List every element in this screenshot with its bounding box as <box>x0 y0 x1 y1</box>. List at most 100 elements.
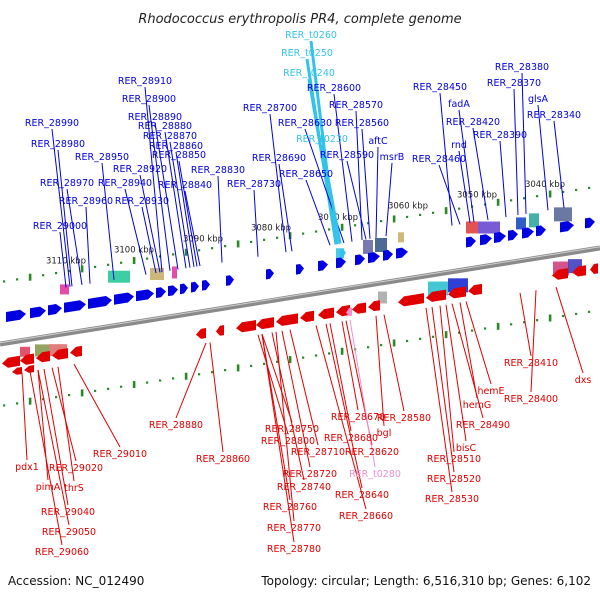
gene-label-forward: RER_28840 <box>158 180 212 191</box>
leader-line <box>465 301 492 385</box>
gene-label-reverse: RER_28580 <box>377 413 431 424</box>
leader-line <box>154 122 179 270</box>
gene-label-forward: RER_28390 <box>473 130 527 141</box>
leader-line <box>333 93 353 242</box>
tick-dot <box>523 197 526 200</box>
gene-label-reverse: RER_28490 <box>456 420 510 431</box>
gene-label-forward: aftC <box>368 136 388 147</box>
tick-dot <box>562 314 565 318</box>
forward-gene-arrow <box>64 300 86 313</box>
leader-line <box>73 363 121 448</box>
gene-label-reverse: RER_29050 <box>42 527 96 538</box>
scale-label: 3060 kbp <box>388 202 428 212</box>
tick-dot <box>510 323 513 326</box>
gene-label-reverse: RER_28800 <box>261 436 315 447</box>
tick-dot <box>328 228 331 231</box>
gene-label-forward: RER_28420 <box>446 117 500 128</box>
gene-label-reverse: RER_29040 <box>41 507 95 518</box>
gene-label-forward: RER_28870 <box>143 131 197 142</box>
gene-arrows <box>2 217 598 375</box>
gene-label-forward: RER_29000 <box>33 221 87 232</box>
tick-dot <box>536 319 539 322</box>
tick-major <box>132 257 136 265</box>
tick-dot <box>68 393 71 397</box>
leader-line <box>175 151 195 268</box>
reverse-gene-arrow <box>448 286 466 299</box>
gene-label-reverse: pdx1 <box>15 462 39 473</box>
feature-block <box>378 291 387 304</box>
feature-block <box>60 284 69 295</box>
tick-dot <box>263 238 266 241</box>
leader-line <box>101 162 115 280</box>
tick-major <box>236 364 240 372</box>
scale-labels: 3110 kbp 3100 kbp 3090 kbp 3080 kbp 3070 kbp… <box>46 180 565 267</box>
gene-label-forward: RER_28960 <box>59 196 113 207</box>
tick-major <box>288 356 292 364</box>
gene-label-reverse: RER_29020 <box>49 463 103 474</box>
leader-line <box>148 104 171 271</box>
forward-gene-arrow <box>522 227 534 239</box>
tick-dot <box>198 373 201 376</box>
leader-line <box>57 366 75 482</box>
reverse-gene-arrow <box>346 307 352 317</box>
gene-label-forward: RER_28930 <box>115 196 169 207</box>
tick-major <box>340 347 344 355</box>
gene-label-forward: RER_28560 <box>335 118 389 129</box>
gene-label-reverse: RER_28670 <box>331 412 385 423</box>
feature-block <box>529 213 539 228</box>
gene-label-forward: RER_28690 <box>252 153 306 164</box>
scale-label: 3070 kbp <box>318 213 358 223</box>
leader-line <box>439 92 453 226</box>
tick-dot <box>16 402 19 405</box>
gene-label-reverse: hemE <box>477 386 504 397</box>
leader-line <box>261 333 293 423</box>
tick-dot <box>432 211 435 214</box>
forward-gene-arrow <box>296 264 304 275</box>
reverse-gene-arrow <box>276 313 298 326</box>
leader-line <box>184 190 201 267</box>
forward-gene-arrow <box>536 225 546 237</box>
gene-label-forward: RER_28920 <box>113 164 167 175</box>
leader-line <box>458 150 471 223</box>
forward-gene-arrow <box>226 275 234 286</box>
reverse-gene-arrow <box>336 305 350 317</box>
leader-line <box>383 314 405 412</box>
leader-line <box>281 330 311 468</box>
reverse-gene-arrow <box>256 317 274 330</box>
reverse-gene-arrow <box>352 302 366 314</box>
gene-label-forward: RER_28950 <box>75 152 129 163</box>
tick-dot <box>575 312 578 316</box>
tick-dot <box>146 381 149 384</box>
feature-block <box>478 221 500 234</box>
forward-gene-arrow <box>114 292 134 305</box>
tick-major <box>132 381 136 389</box>
gene-label-forward: RER_28450 <box>413 82 467 93</box>
leader-line <box>499 140 507 218</box>
tick-dot <box>250 240 253 244</box>
feature-block <box>172 266 177 279</box>
gene-label-forward: RER_28700 <box>243 103 297 114</box>
tick-major <box>184 372 188 380</box>
tick-major <box>28 273 32 281</box>
tick-dot <box>302 232 305 235</box>
tick-dot <box>68 269 71 273</box>
tick-major <box>184 248 188 256</box>
reverse-gene-arrow <box>552 268 568 280</box>
forward-gene-arrow <box>136 289 154 302</box>
gene-label-forward: glsA <box>528 94 549 105</box>
forward-gene-arrow <box>585 217 595 229</box>
forward-gene-arrow <box>368 252 380 264</box>
leader-line <box>555 286 584 374</box>
tick-dot <box>211 371 214 374</box>
gene-label-forward: RER_28630 <box>278 118 332 129</box>
leader-line <box>278 163 293 252</box>
tick-dot <box>107 263 110 266</box>
gene-label-reverse: thrS <box>64 483 84 494</box>
leader-line <box>425 307 453 493</box>
tick-major <box>392 339 396 347</box>
forward-gene-arrow <box>30 306 46 319</box>
gene-label-reverse: RER_28680 <box>324 433 378 444</box>
leader-line <box>329 323 352 432</box>
feature-block <box>150 268 164 280</box>
feature-block <box>554 207 572 222</box>
